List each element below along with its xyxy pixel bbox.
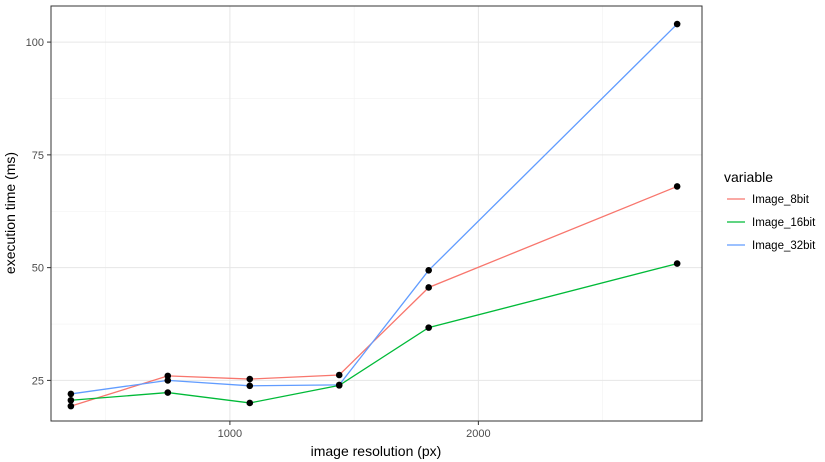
x-axis: 1000 2000 [218,421,491,440]
plot-border [50,5,703,422]
y-tick-label: 50 [32,263,44,275]
series-line-image-32bit [70,23,678,395]
data-point-image-16bit [246,399,254,407]
data-point-image-32bit [673,20,681,28]
grid [51,6,702,421]
legend-label: Image_16bit [752,217,816,229]
data-point-image-16bit [164,389,172,396]
legend-label: Image_32bit [752,240,816,252]
data-point-image-32bit [67,390,75,398]
x-axis-title: image resolution (px) [311,443,442,459]
data-point-image-32bit [164,377,172,384]
data-point-image-8bit [246,375,254,383]
data-point-image-8bit [67,402,75,410]
y-axis: 25 50 75 100 [26,37,51,387]
y-tick-label: 25 [32,375,44,387]
data-point-image-16bit [67,396,75,404]
data-point-image-8bit [164,372,172,380]
data-point-image-8bit [673,183,681,190]
series-line-image-16bit [70,262,678,404]
x-tick-label: 2000 [466,428,490,440]
data-point-image-32bit [246,382,254,390]
legend-label: Image_8bit [752,194,810,206]
data-point-image-16bit [425,324,432,331]
points-layer [67,20,681,410]
data-point-image-32bit [335,381,343,389]
data-point-image-16bit [673,260,681,267]
y-axis-title: execution time (ms) [2,152,18,274]
series-layer [70,23,678,407]
y-tick-label: 75 [32,150,44,162]
series-line-image-8bit [70,185,678,407]
y-tick-label: 100 [26,37,44,49]
data-point-image-8bit [425,284,432,291]
legend-title: variable [724,169,773,185]
data-point-image-8bit [335,371,343,379]
data-point-image-32bit [425,267,432,274]
plot-panel [51,6,702,421]
legend: variable Image_8bit Image_16bit Image_32bi… [724,169,816,252]
x-tick-label: 1000 [218,428,242,440]
